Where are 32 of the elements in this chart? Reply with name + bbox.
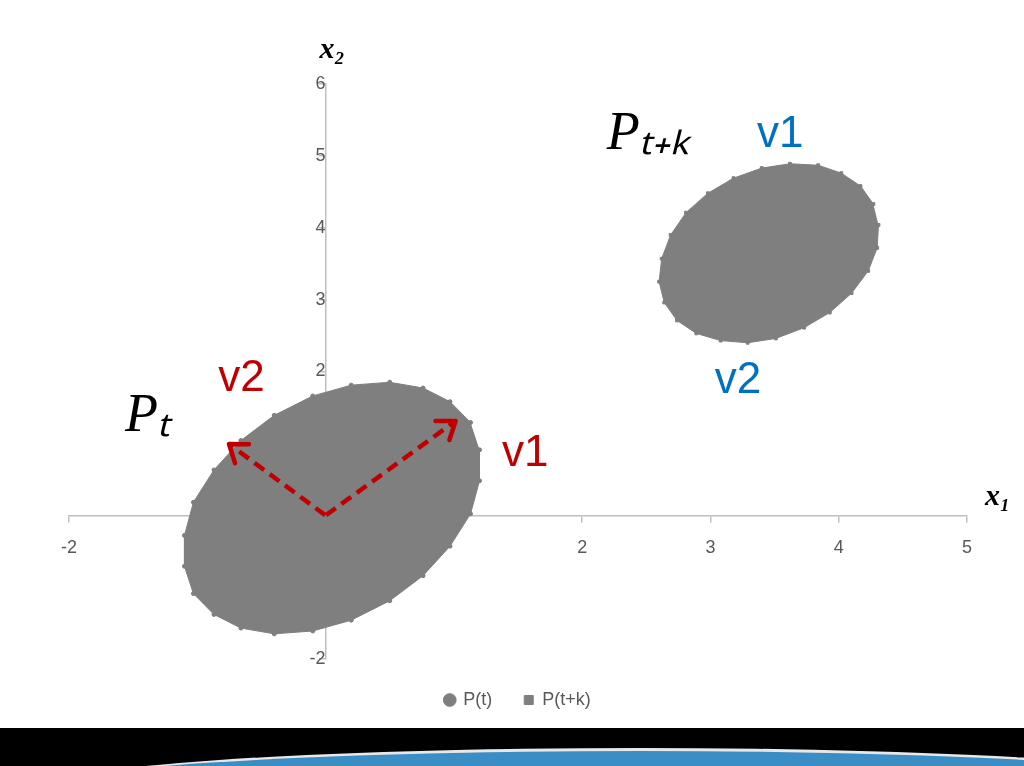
point bbox=[668, 233, 673, 237]
y-tick-label: 6 bbox=[315, 72, 326, 93]
point bbox=[675, 318, 679, 323]
x-tick-label: 4 bbox=[833, 537, 844, 558]
point bbox=[839, 171, 844, 176]
point bbox=[659, 256, 664, 261]
x-axis-title: x₁ bbox=[984, 478, 1011, 512]
point bbox=[866, 268, 871, 273]
annotation: Pₜ₊ₖ bbox=[605, 101, 692, 162]
annotation: v1 bbox=[501, 426, 549, 476]
x-tick-label: -2 bbox=[60, 537, 78, 558]
legend-label: P(t) bbox=[463, 688, 493, 709]
annotation: Pₜ bbox=[124, 382, 174, 443]
x-tick-label: 5 bbox=[961, 537, 973, 558]
point bbox=[849, 291, 854, 296]
annotation: v1 bbox=[756, 107, 804, 157]
point bbox=[827, 310, 832, 315]
point bbox=[871, 202, 876, 206]
point bbox=[694, 331, 699, 336]
x-tick-label: 2 bbox=[577, 537, 588, 558]
annotation: v2 bbox=[714, 353, 762, 403]
x-tick-label: 3 bbox=[705, 537, 716, 558]
point bbox=[858, 184, 863, 188]
y-tick-label: 2 bbox=[315, 360, 326, 381]
point bbox=[684, 210, 688, 215]
legend-label: P(t+k) bbox=[542, 688, 591, 709]
y-tick-label: 5 bbox=[315, 144, 326, 165]
y-tick-label: -2 bbox=[309, 647, 326, 668]
y-axis-title: x₂ bbox=[318, 31, 346, 64]
y-tick-label: 4 bbox=[315, 216, 326, 237]
y-tick-label: 3 bbox=[315, 288, 326, 309]
annotation: v2 bbox=[218, 351, 265, 401]
